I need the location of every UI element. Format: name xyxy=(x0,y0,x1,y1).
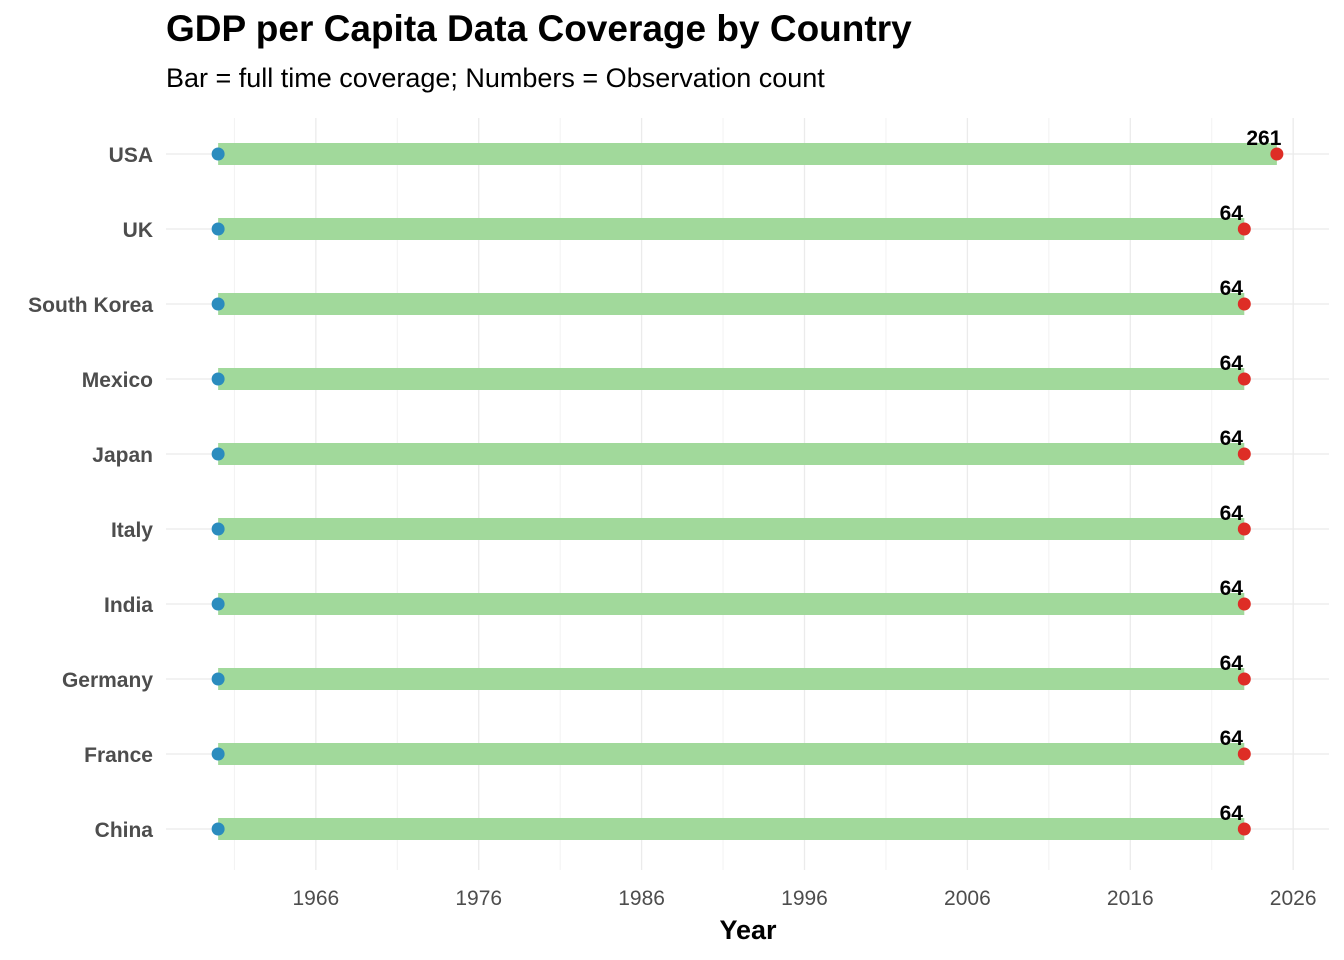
y-tick-label: Mexico xyxy=(82,369,153,392)
end-point xyxy=(1237,222,1251,236)
end-point xyxy=(1237,747,1251,761)
x-tick-label: 1996 xyxy=(781,887,828,910)
y-tick-label: USA xyxy=(109,144,153,167)
chart-subtitle: Bar = full time coverage; Numbers = Obse… xyxy=(166,63,825,93)
coverage-bar xyxy=(218,143,1277,165)
coverage-bar xyxy=(218,743,1245,765)
end-point xyxy=(1237,297,1251,311)
start-point xyxy=(211,297,225,311)
count-label: 64 xyxy=(1220,652,1244,675)
count-labels: 261 64 64 64 64 64 64 64 64 64 xyxy=(1220,127,1282,825)
end-point xyxy=(1270,147,1284,161)
x-tick-label: 2026 xyxy=(1270,887,1317,910)
start-point xyxy=(211,747,225,761)
count-label: 64 xyxy=(1220,427,1244,450)
x-tick-label: 1966 xyxy=(292,887,339,910)
start-point xyxy=(211,672,225,686)
start-point xyxy=(211,222,225,236)
count-label: 64 xyxy=(1220,727,1244,750)
coverage-bar xyxy=(218,518,1245,540)
y-tick-label: China xyxy=(95,819,154,842)
y-tick-label: Japan xyxy=(92,444,153,467)
end-point xyxy=(1237,447,1251,461)
y-tick-label: India xyxy=(104,594,153,617)
y-tick-label: Italy xyxy=(111,519,153,542)
start-point xyxy=(211,147,225,161)
coverage-bar xyxy=(218,818,1245,840)
coverage-bar xyxy=(218,293,1245,315)
coverage-bar xyxy=(218,668,1245,690)
x-axis-title: Year xyxy=(719,915,777,945)
count-label: 64 xyxy=(1220,802,1244,825)
end-point xyxy=(1237,522,1251,536)
endpoint-markers xyxy=(211,147,1284,836)
count-label: 64 xyxy=(1220,502,1244,525)
count-label: 261 xyxy=(1246,127,1281,150)
end-point xyxy=(1237,672,1251,686)
count-label: 64 xyxy=(1220,577,1244,600)
x-axis: 1966 1976 1986 1996 2006 2016 2026 xyxy=(292,887,1316,910)
start-point xyxy=(211,372,225,386)
count-label: 64 xyxy=(1220,202,1244,225)
coverage-bar xyxy=(218,368,1245,390)
x-tick-label: 2006 xyxy=(944,887,991,910)
start-point xyxy=(211,522,225,536)
start-point xyxy=(211,822,225,836)
y-tick-label: France xyxy=(84,744,153,767)
coverage-bars xyxy=(218,143,1277,840)
coverage-bar xyxy=(218,218,1245,240)
coverage-bar xyxy=(218,443,1245,465)
y-axis: USA UK South Korea Mexico Japan Italy India Ger… xyxy=(28,144,153,842)
x-tick-label: 1976 xyxy=(455,887,502,910)
y-tick-label: South Korea xyxy=(28,294,153,317)
start-point xyxy=(211,597,225,611)
y-tick-label: UK xyxy=(123,219,153,242)
y-tick-label: Germany xyxy=(62,669,153,692)
count-label: 64 xyxy=(1220,277,1244,300)
coverage-bar xyxy=(218,593,1245,615)
start-point xyxy=(211,447,225,461)
x-tick-label: 1986 xyxy=(618,887,665,910)
chart-title: GDP per Capita Data Coverage by Country xyxy=(166,8,912,49)
end-point xyxy=(1237,822,1251,836)
x-tick-label: 2016 xyxy=(1107,887,1154,910)
count-label: 64 xyxy=(1220,352,1244,375)
end-point xyxy=(1237,597,1251,611)
end-point xyxy=(1237,372,1251,386)
